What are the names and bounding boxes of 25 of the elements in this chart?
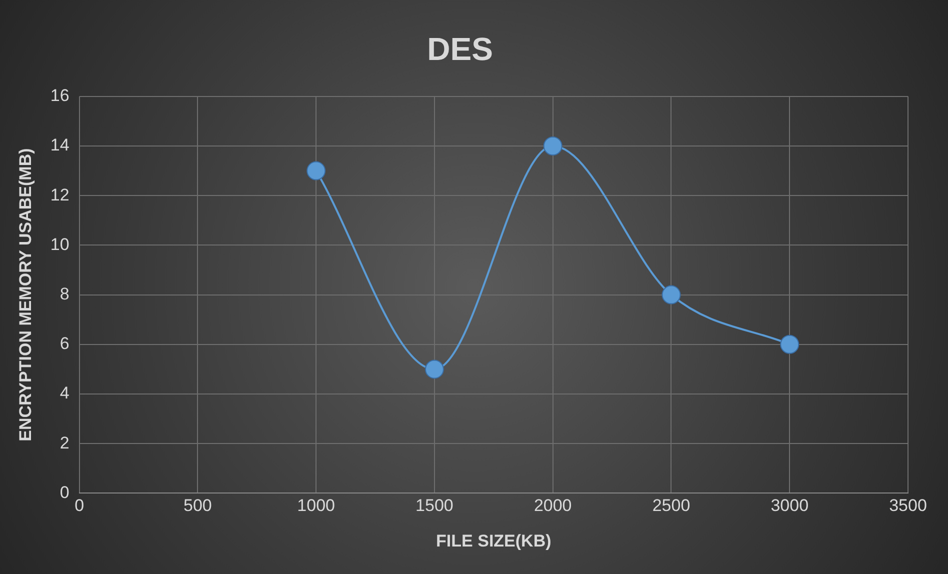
y-tick-label: 10 — [50, 234, 70, 254]
point — [662, 285, 681, 304]
y-tick-label: 4 — [60, 384, 70, 403]
x-tick-label: 3500 — [889, 496, 927, 516]
y-tick-label: 2 — [60, 433, 70, 452]
x-tick-label: 1000 — [297, 496, 335, 516]
point — [543, 136, 562, 156]
chart-title: DES — [427, 31, 493, 68]
y-tick-label: 14 — [50, 136, 70, 155]
x-axis-title: FILE SIZE(KB) — [436, 531, 552, 550]
x-tick-label: 1500 — [416, 496, 454, 516]
point — [780, 334, 800, 354]
point — [306, 161, 326, 180]
y-tick-label: 16 — [50, 86, 70, 106]
y-tick-label: 0 — [60, 482, 70, 502]
y-tick-label: 6 — [60, 334, 70, 354]
x-tick-label: 500 — [184, 496, 212, 516]
x-tick-label: 3000 — [770, 496, 809, 516]
x-tick-label: 2500 — [652, 496, 690, 516]
x-tick-label: 0 — [74, 496, 84, 516]
y-axis-title: ENCRYPTION MEMORY USABE(MB) — [16, 148, 35, 442]
y-tick-label: 8 — [60, 284, 70, 304]
y-tick-label: 12 — [50, 185, 70, 204]
point — [424, 360, 444, 379]
x-tick-label: 2000 — [534, 496, 572, 516]
